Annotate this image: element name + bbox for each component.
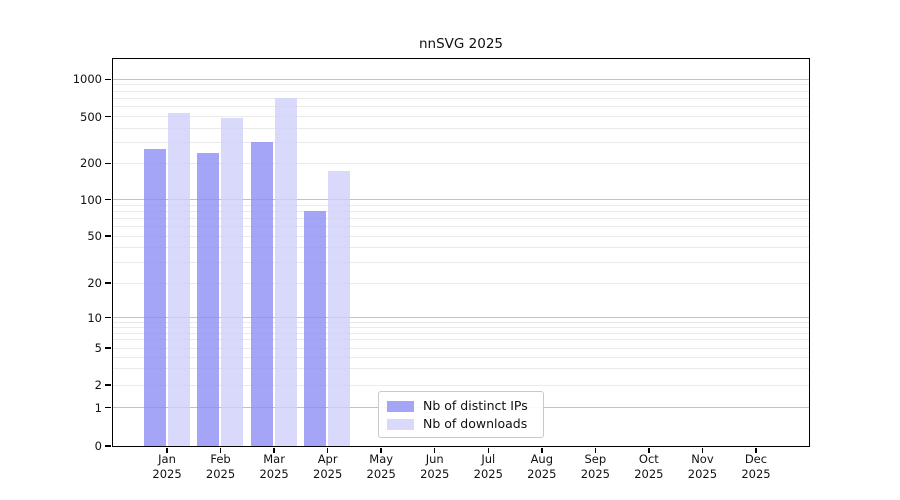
bar-downloads (328, 171, 351, 446)
grid-line (113, 246, 809, 248)
grid-line (113, 332, 809, 334)
x-axis-tick (433, 448, 436, 453)
grid-line (113, 199, 809, 200)
grid-line (113, 225, 809, 227)
grid-line (113, 78, 809, 80)
y-tick-label: 5 (94, 341, 102, 355)
grid-line (113, 84, 809, 86)
y-axis-tick (105, 78, 111, 81)
y-axis-tick (105, 316, 111, 319)
y-axis-tick (105, 162, 111, 165)
grid-line (113, 261, 809, 263)
x-tick-label: May 2025 (366, 452, 396, 481)
x-tick-label: Feb 2025 (205, 452, 236, 481)
y-tick-label: 0 (94, 439, 102, 454)
x-tick-label: Oct 2025 (634, 452, 664, 481)
x-tick-label: Jul 2025 (473, 452, 503, 481)
x-axis-tick (273, 448, 275, 453)
grid-line (113, 142, 809, 144)
x-axis-tick (701, 448, 704, 453)
grid-line (113, 326, 809, 328)
chart-title: nnSVG 2025 (418, 36, 504, 52)
x-axis-tick (648, 448, 650, 453)
y-axis-tick (105, 198, 111, 201)
legend-item-distinct-ips: Nb of distinct IPs (387, 397, 535, 415)
y-tick-label: 1 (94, 400, 102, 415)
grid-line (113, 356, 809, 358)
grid-line (113, 368, 809, 370)
y-axis-tick (105, 406, 111, 409)
y-tick-label: 200 (80, 156, 102, 171)
y-tick-label: 100 (80, 192, 102, 207)
y-tick-label: 1000 (72, 72, 102, 87)
y-axis-tick (105, 445, 111, 447)
x-axis-tick (487, 448, 490, 453)
legend: Nb of distinct IPs Nb of downloads (378, 391, 544, 438)
grid-line (113, 210, 809, 212)
x-axis-tick (166, 448, 168, 453)
legend-label: Nb of downloads (423, 416, 528, 431)
x-axis-tick (541, 448, 543, 453)
y-tick-label: 10 (87, 310, 102, 325)
y-axis-tick (105, 347, 111, 349)
bar-distinct-ips (197, 153, 220, 446)
grid-line (113, 162, 809, 164)
y-axis-tick (105, 282, 111, 284)
grid-line (113, 282, 809, 284)
x-tick-label: Jun 2025 (420, 452, 450, 481)
bar-distinct-ips (143, 148, 166, 446)
grid-line (113, 106, 809, 108)
y-axis-tick (105, 115, 111, 118)
bar-downloads (274, 97, 297, 446)
grid-line (113, 98, 809, 100)
grid-line (113, 347, 809, 349)
x-tick-label: Dec 2025 (741, 452, 771, 481)
x-axis-tick (594, 448, 597, 453)
grid-line (113, 384, 809, 386)
grid-line (113, 317, 809, 318)
grid-line (113, 90, 809, 92)
x-axis-tick (326, 448, 329, 453)
x-tick-label: Apr 2025 (313, 452, 343, 481)
bar-downloads (167, 113, 190, 446)
legend-item-downloads: Nb of downloads (387, 415, 535, 433)
plot-area (112, 58, 810, 447)
x-tick-label: Aug 2025 (527, 452, 557, 481)
x-tick-label: Nov 2025 (687, 452, 718, 481)
grid-line (113, 321, 809, 323)
grid-line (113, 127, 809, 129)
grid-line (113, 204, 809, 206)
grid-line (113, 339, 809, 341)
grid-line (113, 116, 809, 118)
distinct-ips-swatch-icon (387, 400, 414, 412)
y-tick-label: 20 (87, 276, 102, 290)
downloads-swatch-icon (387, 418, 414, 430)
y-axis-tick (105, 235, 111, 237)
x-axis-tick (755, 448, 757, 453)
x-tick-label: Sep 2025 (580, 452, 610, 481)
grid-line (113, 235, 809, 237)
x-tick-label: Jan 2025 (152, 452, 182, 481)
x-tick-label: Mar 2025 (259, 452, 289, 481)
x-axis-tick (380, 448, 382, 453)
y-tick-label: 500 (80, 109, 102, 124)
bar-downloads (221, 117, 244, 446)
bar-distinct-ips (250, 141, 273, 446)
legend-label: Nb of distinct IPs (423, 398, 528, 413)
x-axis-tick (219, 448, 222, 453)
y-axis-tick (105, 384, 111, 386)
y-tick-label: 2 (94, 378, 102, 392)
bar-distinct-ips (304, 211, 327, 446)
y-tick-label: 50 (87, 229, 102, 243)
grid-line (113, 217, 809, 219)
